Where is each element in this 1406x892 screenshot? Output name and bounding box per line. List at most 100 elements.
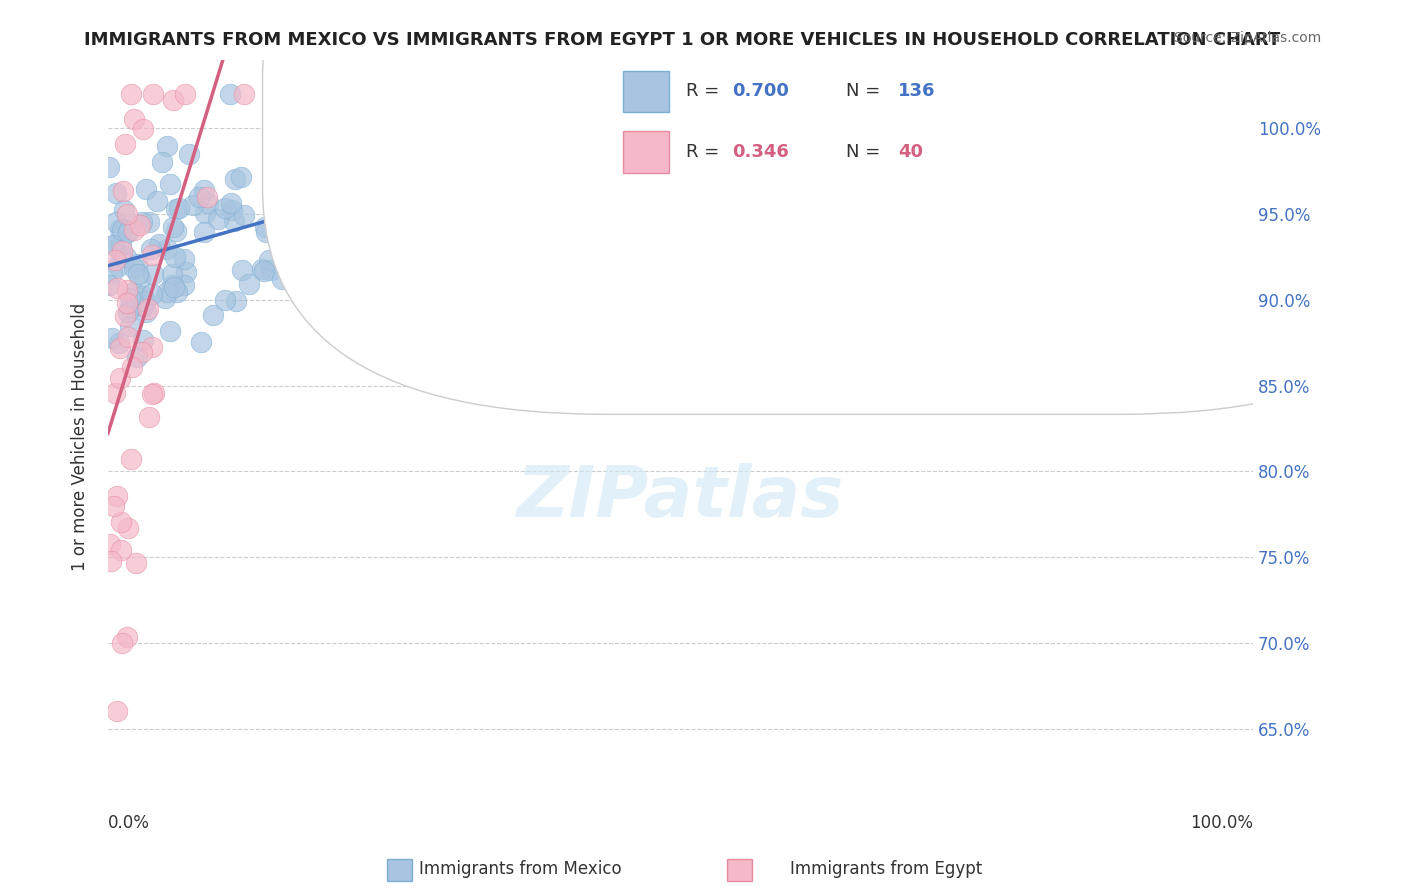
Text: 136: 136 — [898, 82, 935, 100]
Point — [117, 305, 139, 319]
Point — [103, 499, 125, 513]
Point — [103, 238, 125, 252]
Point — [108, 370, 131, 384]
Point — [148, 236, 170, 251]
Point — [221, 203, 243, 218]
Point — [108, 335, 131, 350]
Point — [129, 218, 152, 232]
Text: 0.700: 0.700 — [733, 82, 789, 100]
Point — [160, 278, 183, 293]
Point — [141, 287, 163, 301]
Point — [607, 166, 630, 180]
Point — [142, 87, 165, 101]
Point — [117, 521, 139, 535]
Point — [132, 299, 155, 313]
Point — [110, 515, 132, 529]
Point — [181, 198, 204, 212]
Point — [118, 223, 141, 237]
Point — [271, 271, 294, 285]
Point — [264, 216, 287, 230]
Point — [380, 173, 402, 187]
Point — [120, 87, 142, 101]
Point — [553, 146, 575, 161]
Point — [132, 289, 155, 303]
Bar — [387, 859, 412, 881]
Point — [321, 237, 343, 252]
Point — [114, 309, 136, 323]
Point — [589, 151, 612, 165]
Point — [118, 301, 141, 316]
Point — [194, 206, 217, 220]
Point — [131, 345, 153, 359]
Point — [166, 285, 188, 299]
Point — [436, 191, 458, 205]
Point — [232, 208, 254, 222]
Point — [114, 251, 136, 265]
Point — [115, 284, 138, 298]
Point — [270, 186, 292, 200]
Text: N =: N = — [846, 143, 886, 161]
Point — [98, 537, 121, 551]
Point — [224, 172, 246, 186]
Point — [100, 266, 122, 280]
Point — [222, 214, 245, 228]
Point — [111, 636, 134, 650]
Point — [214, 201, 236, 215]
Point — [108, 341, 131, 355]
Point — [103, 237, 125, 252]
Point — [350, 238, 373, 252]
Bar — [727, 859, 752, 881]
Point — [471, 139, 494, 153]
Text: 40: 40 — [898, 143, 922, 161]
Point — [143, 385, 166, 400]
Point — [122, 223, 145, 237]
Point — [156, 139, 179, 153]
Point — [613, 95, 636, 110]
Point — [163, 250, 186, 264]
Point — [675, 87, 697, 101]
Point — [257, 253, 280, 268]
Text: 0.0%: 0.0% — [108, 814, 150, 832]
Point — [190, 335, 212, 350]
Point — [127, 350, 149, 364]
Point — [377, 144, 399, 158]
Text: 0.346: 0.346 — [733, 143, 789, 161]
Point — [134, 293, 156, 308]
Point — [118, 291, 141, 305]
Point — [485, 196, 508, 211]
Point — [578, 173, 600, 187]
Point — [283, 190, 305, 204]
Point — [146, 194, 169, 208]
Point — [509, 121, 531, 136]
Point — [120, 318, 142, 333]
Point — [100, 554, 122, 568]
Point — [115, 207, 138, 221]
Point — [404, 113, 426, 128]
Point — [141, 248, 163, 262]
Text: 100.0%: 100.0% — [1189, 814, 1253, 832]
Point — [193, 225, 215, 239]
Point — [114, 136, 136, 151]
Point — [122, 285, 145, 299]
Point — [322, 185, 344, 199]
Point — [131, 215, 153, 229]
Point — [131, 121, 153, 136]
Point — [101, 331, 124, 345]
Point — [207, 211, 229, 226]
Point — [361, 179, 384, 194]
Point — [107, 259, 129, 273]
Point — [387, 87, 409, 101]
Point — [141, 340, 163, 354]
Point — [253, 264, 276, 278]
Point — [108, 221, 131, 235]
Point — [439, 136, 461, 150]
Point — [253, 219, 276, 234]
Point — [150, 155, 173, 169]
Point — [176, 265, 198, 279]
Point — [254, 225, 277, 239]
Point — [449, 246, 471, 260]
Point — [308, 184, 330, 198]
Point — [162, 219, 184, 234]
Point — [219, 87, 242, 101]
Point — [112, 203, 135, 218]
